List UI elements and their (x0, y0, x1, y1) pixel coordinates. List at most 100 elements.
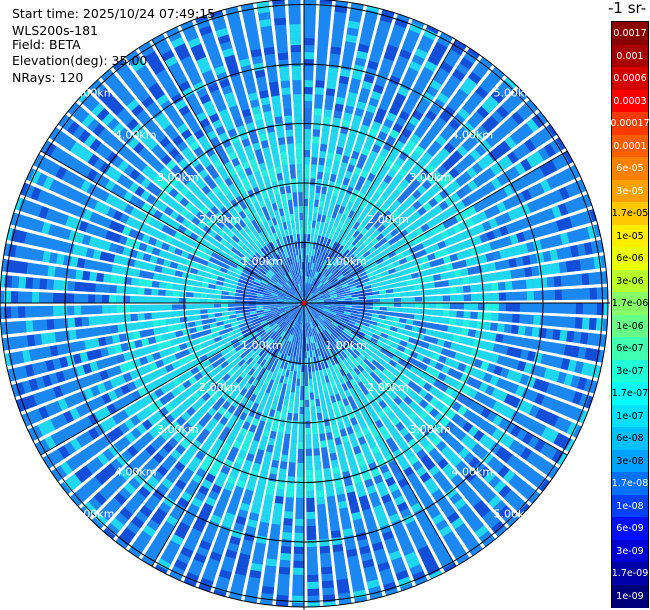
ray-gap (89, 305, 302, 521)
ray-gap (67, 305, 301, 497)
ray-gap (100, 306, 302, 532)
ray-gap (19, 194, 301, 302)
ray-gap (3, 303, 301, 354)
nrays-label: NRays: 120 (12, 70, 84, 85)
colorbar-tick-label: 0.00017 (610, 118, 650, 129)
ray-gap (191, 19, 303, 300)
colorbar-cell: 0.0001 (612, 134, 648, 158)
ray-gap (308, 283, 608, 303)
ray-gap (308, 267, 607, 303)
colorbar-cell: 6e-08 (612, 427, 648, 450)
ray-gap (40, 305, 301, 458)
colorbar-tick-label: 1e-08 (616, 500, 644, 512)
ray-gap (304, 306, 355, 604)
colorbar-tick-label: 0.0006 (613, 73, 647, 84)
colorbar-tick-label: 6e-05 (616, 163, 644, 174)
range-ring-label: 3.00km (157, 171, 199, 184)
colorbar-cell: 1e-05 (612, 224, 648, 248)
ray-gap (305, 306, 446, 574)
range-ring-label: 5.00km (73, 507, 115, 520)
ray-gap (307, 305, 552, 482)
ray-gap (177, 25, 303, 300)
ray-gap (221, 9, 303, 300)
colorbar-tick-label: 1e-06 (616, 320, 644, 332)
ray-gap (307, 305, 543, 495)
ray-gap (14, 304, 301, 401)
ray-gap (9, 224, 301, 302)
colorbar-cell: 1.7e-08 (612, 472, 648, 495)
colorbar-tick-label: 1e-09 (616, 590, 644, 602)
ray-gap (306, 64, 496, 300)
ray-gap (305, 23, 428, 300)
azimuth-spoke (303, 302, 568, 456)
ray-gap (210, 306, 303, 594)
ray-gap (24, 179, 301, 302)
ray-gap (306, 306, 498, 540)
range-ring-label: 4.00km (452, 129, 494, 142)
ray-gap (149, 39, 302, 300)
ray-gap (306, 46, 470, 300)
ray-gap (237, 5, 304, 300)
colorbar-cell: 1.7e-09 (612, 562, 648, 585)
ray-gap (307, 161, 575, 302)
ray-gap (304, 307, 340, 606)
range-ring-label: 2.00km (199, 213, 241, 226)
instrument-label: WLS200s-181 (12, 23, 98, 38)
ray-gap (305, 18, 413, 300)
colorbar-tick-label: 1.7e-05 (611, 208, 649, 219)
ray-gap (305, 306, 431, 581)
colorbar-cell: 3e-08 (612, 449, 648, 473)
ray-gap (112, 306, 302, 542)
ray-gap (308, 299, 608, 303)
ray-gap (307, 148, 568, 301)
colorbar-cell: 6e-05 (612, 157, 648, 180)
colorbar-cell: 1e-08 (612, 494, 648, 518)
ray-gap (58, 305, 301, 485)
range-ring-label: 1.00km (325, 255, 367, 268)
ray-gap (98, 77, 302, 301)
colorbar-tick-label: 3e-06 (616, 275, 644, 287)
azimuth-spoke (303, 302, 457, 567)
ray-gap (307, 121, 550, 301)
ray-gap (6, 303, 301, 370)
ray-gap (304, 4, 368, 300)
range-ring-label: 3.00km (409, 171, 451, 184)
range-ring-label: 4.00km (452, 465, 494, 478)
ray-gap (306, 306, 473, 558)
ray-gap (1, 303, 300, 339)
colorbar-cell: 1e-06 (612, 314, 648, 338)
ray-gap (138, 306, 302, 560)
colorbar-tick-label: 1e-07 (616, 410, 644, 422)
colorbar-cell: 1e-09 (612, 584, 648, 608)
colorbar-cell: 0.00017 (610, 112, 650, 135)
ray-gap (20, 304, 301, 416)
colorbar-tick-label: 0.0017 (613, 28, 647, 39)
colorbar-tick-label: 1.7e-07 (611, 388, 649, 399)
ray-gap (307, 304, 584, 427)
colorbar-tick-label: 3e-09 (616, 545, 644, 557)
colorbar-cell: 6e-07 (612, 337, 648, 360)
colorbar-cell: 1.7e-05 (612, 202, 648, 225)
ray-gap (0, 303, 300, 307)
ray-gap (256, 307, 304, 604)
ray-gap (306, 74, 508, 300)
ray-gap (307, 252, 605, 303)
ray-gap (305, 306, 417, 587)
azimuth-spoke (40, 302, 305, 456)
colorbar-cell: 3e-05 (612, 179, 648, 203)
ray-gap (308, 303, 605, 351)
ray-gap (304, 307, 308, 607)
ray-gap (307, 236, 602, 303)
colorbar-tick-label: 0.0003 (613, 95, 647, 107)
elevation-label: Elevation(deg): 35.00 (12, 53, 148, 68)
colorbar-tick-label: 1.7e-08 (611, 478, 649, 489)
ray-gap (307, 304, 577, 441)
ray-gap (110, 66, 302, 300)
ray-gap (75, 99, 301, 301)
colorbar-tick-label: 3e-05 (616, 185, 644, 197)
ray-gap (304, 2, 352, 299)
ray-gap (122, 57, 302, 300)
ray-gap (162, 32, 303, 300)
colorbar-tick-label: 6e-06 (616, 253, 644, 264)
